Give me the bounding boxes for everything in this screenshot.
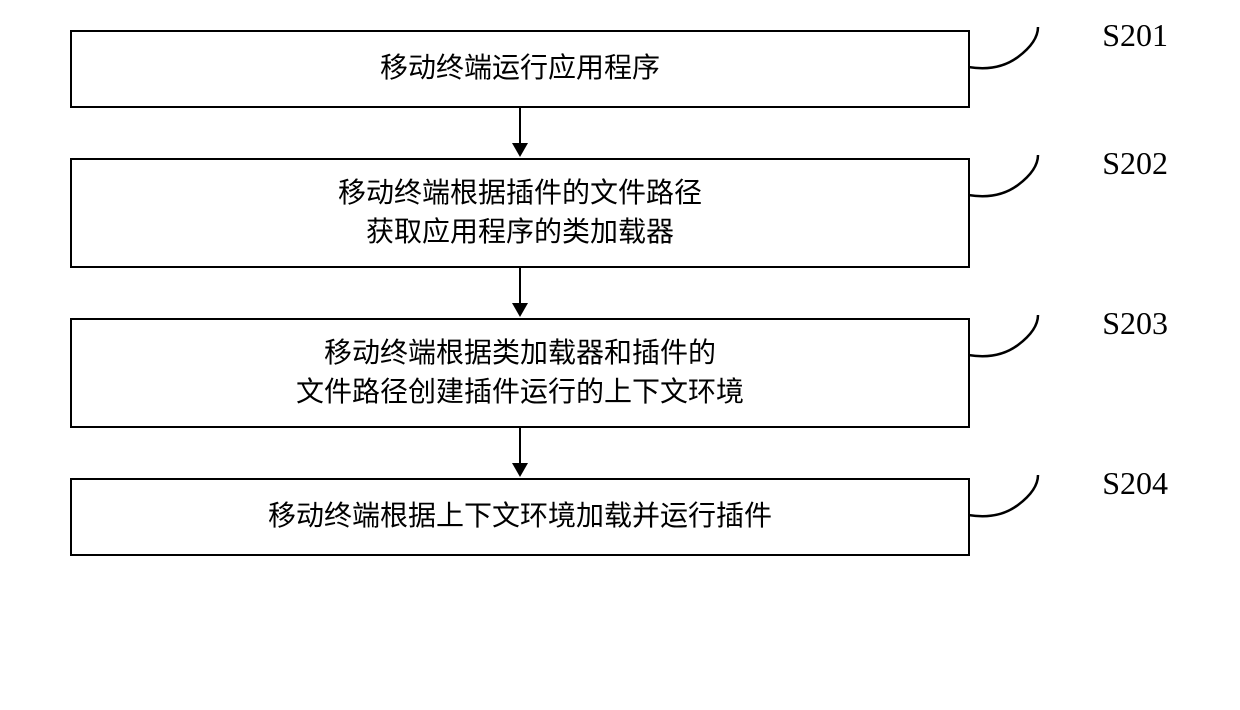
step-box-4: 移动终端根据上下文环境加载并运行插件 S204 bbox=[70, 478, 970, 556]
step-box-2: 移动终端根据插件的文件路径 获取应用程序的类加载器 S202 bbox=[70, 158, 970, 268]
arrow-head-3 bbox=[512, 463, 528, 477]
step-text-3-line1: 移动终端根据类加载器和插件的 bbox=[324, 338, 716, 369]
arrow-line-3 bbox=[519, 428, 521, 468]
arrow-line-1 bbox=[519, 108, 521, 148]
step-text-2-line1: 移动终端根据插件的文件路径 bbox=[338, 178, 702, 209]
arrow-head-1 bbox=[512, 143, 528, 157]
flowchart-container: 移动终端运行应用程序 S201 移动终端根据插件的文件路径 获取应用程序的类加载… bbox=[50, 30, 1190, 556]
connector-curve-1 bbox=[968, 27, 1048, 77]
arrow-line-2 bbox=[519, 268, 521, 308]
arrow-head-2 bbox=[512, 303, 528, 317]
step-label-3: S203 bbox=[1102, 305, 1168, 342]
step-label-1: S201 bbox=[1102, 17, 1168, 54]
arrow-2 bbox=[70, 268, 970, 318]
step-box-3: 移动终端根据类加载器和插件的 文件路径创建插件运行的上下文环境 S203 bbox=[70, 318, 970, 428]
step-text-2-line2: 获取应用程序的类加载器 bbox=[366, 217, 674, 248]
connector-curve-4 bbox=[968, 475, 1048, 525]
step-label-2: S202 bbox=[1102, 145, 1168, 182]
step-text-4: 移动终端根据上下文环境加载并运行插件 bbox=[248, 487, 792, 546]
connector-curve-3 bbox=[968, 315, 1048, 365]
step-label-4: S204 bbox=[1102, 465, 1168, 502]
step-text-3: 移动终端根据类加载器和插件的 文件路径创建插件运行的上下文环境 bbox=[276, 324, 764, 422]
arrow-1 bbox=[70, 108, 970, 158]
step-text-3-line2: 文件路径创建插件运行的上下文环境 bbox=[296, 377, 744, 408]
arrow-3 bbox=[70, 428, 970, 478]
connector-curve-2 bbox=[968, 155, 1048, 205]
step-text-1: 移动终端运行应用程序 bbox=[360, 39, 680, 98]
step-text-2: 移动终端根据插件的文件路径 获取应用程序的类加载器 bbox=[318, 164, 722, 262]
step-box-1: 移动终端运行应用程序 S201 bbox=[70, 30, 970, 108]
